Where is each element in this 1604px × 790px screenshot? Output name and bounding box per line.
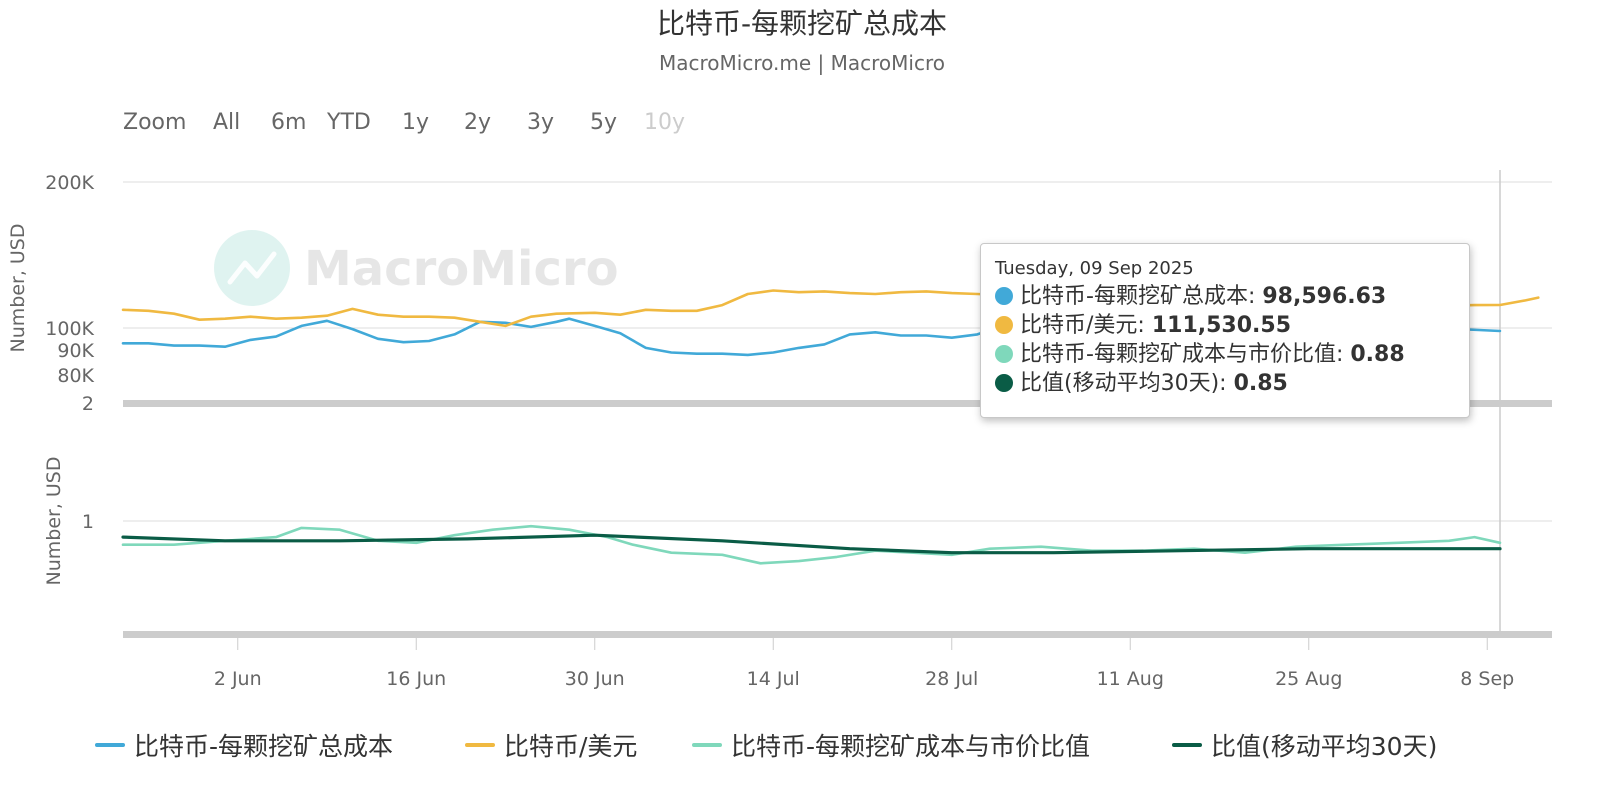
x-axis-line <box>123 631 1552 638</box>
legend-line-icon <box>692 743 722 747</box>
legend-line-icon <box>1172 743 1202 747</box>
range-all-button[interactable]: All <box>213 110 241 135</box>
x-tick-label: 25 Aug <box>1275 668 1342 690</box>
data-tooltip: Tuesday, 09 Sep 2025 比特币-每颗挖矿总成本: 98,596… <box>980 243 1470 418</box>
legend-line-icon <box>465 743 495 747</box>
tooltip-value: 0.88 <box>1350 342 1405 367</box>
cost-ratio-dot-icon <box>995 345 1013 363</box>
legend-item-ratio-ma30[interactable]: 比值(移动平均30天) <box>1172 725 1437 765</box>
legend-label: 比值(移动平均30天) <box>1211 732 1438 761</box>
y-axis-title: Number, USD <box>7 223 29 352</box>
tooltip-row: 比特币-每颗挖矿总成本: 98,596.63 <box>995 282 1455 311</box>
mining-cost-dot-icon <box>995 287 1013 305</box>
x-tick-label: 11 Aug <box>1097 668 1164 690</box>
zoom-label: Zoom <box>123 110 187 135</box>
legend-item-cost-ratio[interactable]: 比特币-每颗挖矿成本与市价比值 <box>692 725 1090 765</box>
tooltip-row: 比值(移动平均30天): 0.85 <box>995 369 1455 398</box>
watermark-logo-icon-trend <box>227 251 277 285</box>
range-6m-button[interactable]: 6m <box>271 110 307 135</box>
pane-separator <box>123 400 1552 407</box>
range-10y-button: 10y <box>644 110 686 135</box>
range-5y-button[interactable]: 5y <box>590 110 618 135</box>
tooltip-row: 比特币/美元: 111,530.55 <box>995 311 1455 340</box>
range-ytd-button[interactable]: YTD <box>327 110 371 135</box>
tooltip-value: 98,596.63 <box>1262 284 1387 309</box>
series-line-4[interactable] <box>121 533 1502 555</box>
legend-line-icon <box>95 743 125 747</box>
chart-legend: 比特币-每颗挖矿总成本 比特币/美元 比特币-每颗挖矿成本与市价比值 比值(移动… <box>0 725 1604 765</box>
x-tick-label: 8 Sep <box>1460 668 1514 690</box>
legend-label: 比特币/美元 <box>504 732 638 761</box>
y-tick-label: 90K <box>57 340 94 362</box>
legend-label: 比特币-每颗挖矿成本与市价比值 <box>731 732 1091 761</box>
tooltip-label: 比特币-每颗挖矿成本与市价比值: <box>1020 342 1351 367</box>
legend-label: 比特币-每颗挖矿总成本 <box>134 732 394 761</box>
range-2y-button[interactable]: 2y <box>464 110 492 135</box>
y-tick-label: 200K <box>45 172 94 194</box>
range-3y-button[interactable]: 3y <box>527 110 555 135</box>
x-tick-label: 14 Jul <box>747 668 800 690</box>
y-tick-label: 100K <box>45 318 94 340</box>
y-tick-label: 80K <box>57 365 94 387</box>
tooltip-label: 比特币/美元: <box>1020 313 1152 338</box>
legend-item-mining-cost[interactable]: 比特币-每颗挖矿总成本 <box>95 725 393 765</box>
tooltip-value: 0.85 <box>1233 371 1288 396</box>
tooltip-label: 比特币-每颗挖矿总成本: <box>1020 284 1263 309</box>
tooltip-value: 111,530.55 <box>1151 313 1292 338</box>
legend-item-btc-price[interactable]: 比特币/美元 <box>465 725 637 765</box>
x-tick-label: 2 Jun <box>214 668 262 690</box>
macromicro-watermark: MacroMicro <box>214 230 619 306</box>
tooltip-date: Tuesday, 09 Sep 2025 <box>995 258 1194 279</box>
chart-subtitle: MacroMicro.me | MacroMicro <box>659 51 945 75</box>
x-tick-label: 30 Jun <box>565 668 625 690</box>
y-tick-label: 2 <box>82 393 94 415</box>
tooltip-row: 比特币-每颗挖矿成本与市价比值: 0.88 <box>995 340 1455 369</box>
x-tick-label: 28 Jul <box>925 668 978 690</box>
ratio-ma30-dot-icon <box>995 374 1013 392</box>
range-1y-button[interactable]: 1y <box>402 110 430 135</box>
y-tick-label: 1 <box>82 511 94 533</box>
watermark-text: MacroMicro <box>304 241 619 297</box>
chart-title: 比特币-每颗挖矿总成本 <box>656 7 948 40</box>
y-axis-title: Number, USD <box>43 456 65 585</box>
btc-price-dot-icon <box>995 316 1013 334</box>
x-tick-label: 16 Jun <box>386 668 446 690</box>
tooltip-label: 比值(移动平均30天): <box>1020 371 1234 396</box>
range-selector: Zoom All 6m YTD 1y 2y 3y 5y 10y <box>123 110 823 140</box>
